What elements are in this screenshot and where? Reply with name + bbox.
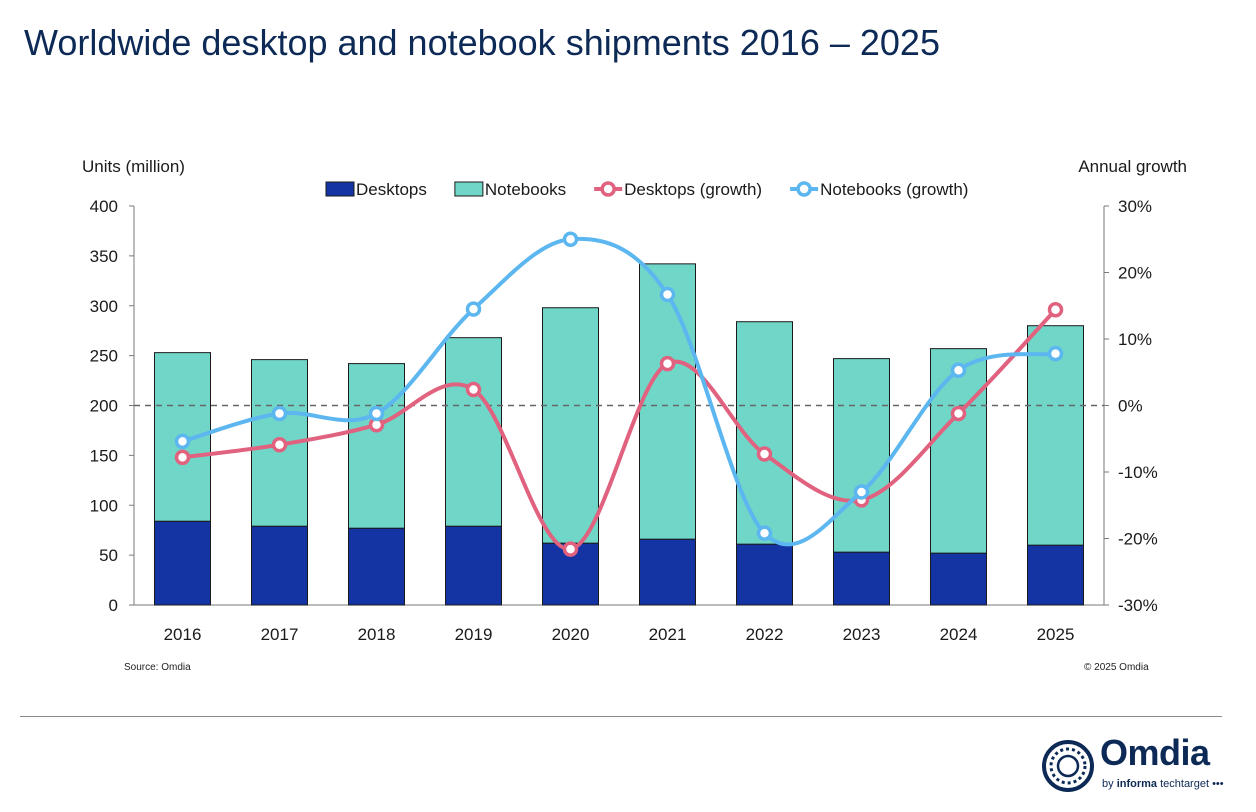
- y-left-tick-label: 400: [90, 197, 118, 216]
- y-right-tick-label: -10%: [1118, 463, 1158, 482]
- notebooks-growth-point: [950, 362, 967, 379]
- omdia-logo-mark-icon: [1042, 740, 1094, 792]
- notebooks-growth-line: [181, 236, 1056, 547]
- logo-sub-brand: informa: [1116, 778, 1158, 790]
- x-tick-label: 2017: [261, 625, 299, 644]
- desktops-growth-point: [659, 355, 676, 372]
- y-left-tick-label: 250: [90, 347, 118, 366]
- chart-title: Worldwide desktop and notebook shipments…: [24, 22, 940, 63]
- legend-swatch-point: [600, 181, 616, 197]
- logo-subline: by informa techtarget •••: [1102, 778, 1224, 790]
- copyright-note: © 2025 Omdia: [1084, 662, 1149, 673]
- x-tick-label: 2016: [164, 625, 202, 644]
- x-tick-label: 2021: [649, 625, 687, 644]
- legend-label: Notebooks (growth): [820, 180, 968, 199]
- bar-desktops: [154, 520, 211, 606]
- legend-swatch: [325, 181, 355, 197]
- notebooks-growth-point: [1047, 345, 1064, 362]
- y-axis-left-title: Units (million): [82, 157, 185, 176]
- y-left-tick-label: 200: [90, 397, 118, 416]
- notebooks-growth-point: [562, 231, 579, 247]
- legend-swatch: [454, 181, 484, 197]
- bar-desktops: [639, 538, 696, 606]
- bar-desktops: [1027, 544, 1084, 606]
- footer-divider: [20, 716, 1222, 717]
- omdia-logo: Omdia by informa techtarget •••: [1040, 732, 1226, 796]
- chart: 0 50 100 150 200 250 300 350 400 -30% -20% -10% 0% 10…: [82, 157, 1187, 644]
- notebooks-growth-point: [271, 405, 288, 422]
- notebooks-growth-point: [368, 405, 385, 422]
- notebooks-growth-point: [756, 525, 773, 541]
- bar-notebooks: [1027, 325, 1084, 546]
- notebooks-growth-point: [465, 301, 482, 317]
- y-left-tick-label: 100: [90, 496, 118, 515]
- y-right-tick-label: -20%: [1118, 530, 1158, 549]
- y-left-tick-label: 350: [90, 247, 118, 266]
- bar-notebooks: [930, 348, 987, 554]
- bar-notebooks: [639, 263, 696, 540]
- y-right-tick-label: 20%: [1118, 264, 1152, 283]
- x-tick-label: 2022: [746, 625, 784, 644]
- desktops-growth-line: [182, 308, 1057, 552]
- bar-notebooks: [445, 337, 502, 527]
- bar-notebooks: [348, 363, 405, 529]
- desktops-growth-point: [465, 381, 482, 398]
- y-right-tick-label: 0%: [1118, 397, 1143, 416]
- bar-desktops: [833, 551, 890, 606]
- x-tick-label: 2020: [552, 625, 590, 644]
- logo-sub-prefix: by: [1102, 778, 1114, 790]
- notebooks-growth-point: [853, 484, 870, 500]
- y-right-tick-label: 10%: [1118, 330, 1152, 349]
- desktops-growth-point: [950, 405, 967, 422]
- desktops-growth-point: [756, 446, 773, 462]
- bar-notebooks: [542, 307, 599, 544]
- desktops-growth-point: [1047, 301, 1064, 318]
- legend-label: Notebooks: [485, 180, 566, 199]
- x-tick-label: 2025: [1037, 625, 1075, 644]
- y-left-tick-label: 300: [90, 297, 118, 316]
- logo-dots-icon: •••: [1212, 778, 1224, 790]
- bar-desktops: [445, 525, 502, 606]
- bar-desktops: [251, 525, 308, 606]
- notebooks-growth-point: [174, 433, 191, 450]
- x-tick-label: 2024: [940, 625, 978, 644]
- legend-swatch-point: [796, 181, 812, 197]
- bar-notebooks: [833, 358, 890, 553]
- legend-label: Desktops: [356, 180, 427, 199]
- bar-desktops: [736, 543, 793, 606]
- logo-wordmark: Omdia: [1100, 732, 1210, 773]
- bar-desktops: [348, 527, 405, 606]
- legend-label: Desktops (growth): [624, 180, 762, 199]
- bar-desktops: [930, 552, 987, 606]
- x-tick-label: 2018: [358, 625, 396, 644]
- y-right-tick-label: -30%: [1118, 596, 1158, 615]
- x-tick-label: 2019: [455, 625, 493, 644]
- desktops-growth-point: [174, 449, 191, 466]
- logo-sub-rest: techtarget: [1160, 778, 1210, 790]
- y-axis-right-title: Annual growth: [1078, 157, 1187, 176]
- notebooks-growth-point: [659, 286, 676, 303]
- x-tick-label: 2023: [843, 625, 881, 644]
- y-left-tick-label: 0: [109, 596, 118, 615]
- source-note: Source: Omdia: [124, 662, 191, 673]
- desktops-growth-point: [271, 436, 288, 453]
- y-left-tick-label: 150: [90, 446, 118, 465]
- desktops-growth-point: [562, 541, 579, 557]
- y-left-tick-label: 50: [99, 546, 118, 565]
- y-right-tick-label: 30%: [1118, 197, 1152, 216]
